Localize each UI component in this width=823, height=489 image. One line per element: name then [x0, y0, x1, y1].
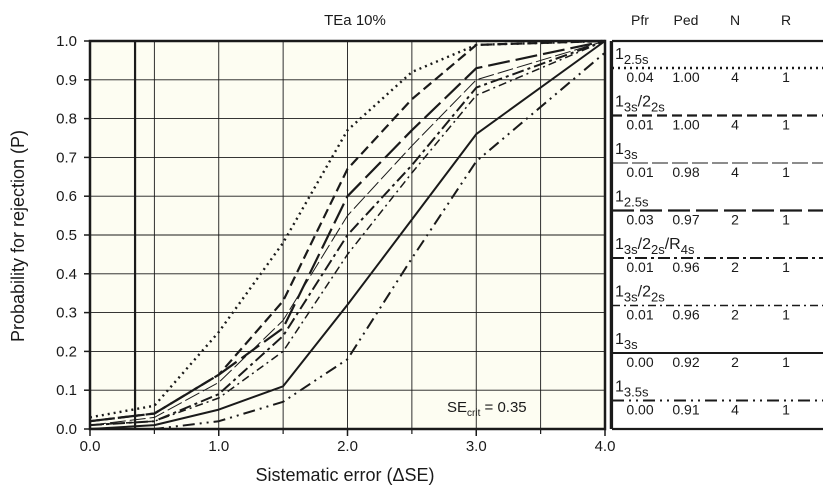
y-tick-label: 0.6 — [56, 188, 77, 205]
legend-value: 4 — [731, 117, 739, 133]
legend-value: 0.92 — [672, 354, 699, 370]
chart-title: TEa 10% — [324, 12, 386, 29]
legend-value: 1 — [782, 259, 790, 275]
legend-value: 4 — [731, 69, 739, 85]
legend-value: 2 — [731, 307, 739, 323]
se-crit-label: SEcrit = 0.35 — [447, 399, 527, 419]
legend-value: 0.00 — [626, 402, 653, 418]
legend-value: 0.98 — [672, 164, 699, 180]
legend-value: 0.97 — [672, 212, 699, 228]
x-tick-label: 4.0 — [595, 438, 616, 455]
legend-value: 0.91 — [672, 402, 699, 418]
y-axis-label: Probability for rejection (P) — [8, 130, 28, 342]
y-tick-label: 1.0 — [56, 33, 77, 50]
grid — [90, 41, 605, 429]
legend-value: 0.01 — [626, 259, 653, 275]
legend-value: 0.00 — [626, 354, 653, 370]
x-tick-label: 3.0 — [466, 438, 487, 455]
y-tick-label: 0.1 — [56, 382, 77, 399]
legend-value: 1 — [782, 402, 790, 418]
legend-header: N — [730, 12, 740, 28]
legend-value: 0.96 — [672, 259, 699, 275]
y-tick-label: 0.3 — [56, 305, 77, 322]
x-axis-label: Sistematic error (ΔSE) — [255, 465, 434, 485]
legend-value: 4 — [731, 164, 739, 180]
legend: Pfr Ped N R 12.5s 0.04 1.00 4 1 13s/22s 0.01 1.00 4 1… — [610, 12, 823, 431]
legend-value: 0.03 — [626, 212, 653, 228]
y-tick-label: 0.9 — [56, 72, 77, 89]
series-lines — [89, 39, 606, 430]
legend-value: 1 — [782, 164, 790, 180]
legend-value: 0.01 — [626, 164, 653, 180]
legend-header: Pfr — [631, 12, 649, 28]
legend-value: 1 — [782, 354, 790, 370]
y-tick-label: 0.7 — [56, 149, 77, 166]
series-line-4 — [89, 39, 606, 423]
legend-value: 2 — [731, 259, 739, 275]
y-tick-label: 0.5 — [56, 227, 77, 244]
axis-ticks: 0.0 1.0 2.0 3.0 4.0 0.0 0.1 0.2 0.3 0.4 0.5 0.6 0.7 0… — [56, 33, 615, 455]
legend-value: 2 — [731, 212, 739, 228]
legend-rule-name: 13.5s — [615, 379, 649, 400]
legend-value: 0.01 — [626, 117, 653, 133]
legend-value: 1.00 — [672, 69, 699, 85]
legend-value: 0.96 — [672, 307, 699, 323]
legend-value: 1 — [782, 212, 790, 228]
legend-rule-name: 13s/22s — [615, 284, 665, 305]
legend-rule-name: 13s/22s — [615, 94, 665, 115]
se-crit-annotation: SEcrit = 0.35 — [447, 399, 527, 419]
y-tick-label: 0.4 — [56, 266, 77, 283]
legend-value: 1.00 — [672, 117, 699, 133]
series-line-7 — [89, 40, 606, 430]
x-tick-label: 1.0 — [208, 438, 229, 455]
legend-rule-name: 13s — [615, 141, 638, 162]
legend-value: 1 — [782, 69, 790, 85]
legend-value: 1 — [782, 307, 790, 323]
x-tick-label: 0.0 — [80, 438, 101, 455]
y-tick-label: 0.2 — [56, 343, 77, 360]
legend-value: 2 — [731, 354, 739, 370]
series-line-8 — [90, 51, 606, 430]
legend-rule-name: 12.5s — [615, 189, 649, 210]
y-tick-label: 0.0 — [56, 421, 77, 438]
legend-value: 1 — [782, 117, 790, 133]
legend-value: 0.01 — [626, 307, 653, 323]
y-tick-label: 0.8 — [56, 111, 77, 128]
legend-rule-name: 12.5s — [615, 46, 649, 67]
series-line-6 — [89, 40, 606, 426]
series-line-3 — [89, 40, 606, 426]
legend-rule-name: 13s — [615, 331, 638, 352]
legend-header: Ped — [674, 12, 699, 28]
legend-value: 0.04 — [626, 69, 653, 85]
legend-value: 4 — [731, 402, 739, 418]
x-tick-label: 2.0 — [337, 438, 358, 455]
legend-rule-name: 13s/22s/R4s — [615, 236, 695, 257]
legend-header: R — [781, 12, 791, 28]
